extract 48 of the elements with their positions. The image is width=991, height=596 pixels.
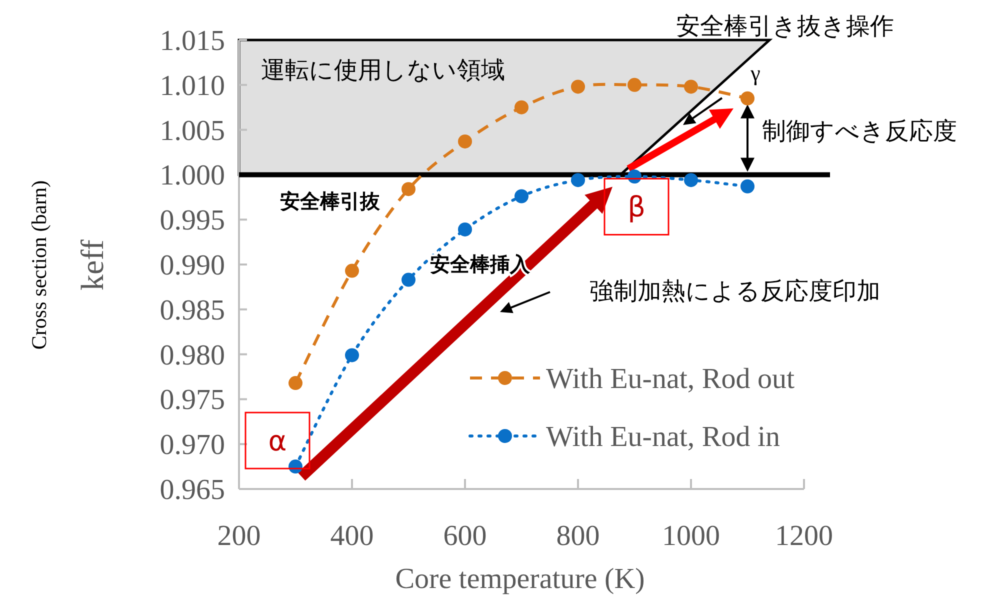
point (684, 80, 698, 94)
x-tick-label: 600 (443, 520, 487, 552)
annotation: 安全棒引抜 (280, 189, 381, 213)
label-beta: β (604, 178, 670, 236)
y-tick-label: 0.975 (160, 384, 225, 416)
x-tick-label: 200 (217, 520, 261, 552)
y-tick-label: 0.985 (160, 294, 225, 326)
band-label: 運転に使用しない領域 (261, 56, 505, 84)
y-axis-title: keff (74, 239, 110, 290)
point (288, 376, 302, 390)
point (345, 264, 359, 278)
point (514, 100, 528, 114)
annotation: γ (750, 60, 761, 86)
x-tick-label: 1000 (662, 520, 720, 552)
y-tick-label: 1.005 (160, 114, 225, 147)
point (571, 173, 585, 188)
label-alpha: α (244, 412, 310, 470)
annotation: α (268, 424, 287, 458)
legend-label: With Eu-nat, Rod out (546, 363, 795, 395)
x-tick-label: 1200 (775, 520, 833, 552)
y-tick-label: 1.000 (160, 160, 225, 192)
legend-label: With Eu-nat, Rod in (546, 421, 781, 453)
y-tick-label: 1.015 (160, 25, 225, 57)
y-tick-label: 1.010 (160, 70, 225, 102)
x-tick-label: 800 (556, 520, 600, 552)
annotation: 強制加熱による反応度印加 (590, 277, 880, 305)
point (458, 222, 472, 236)
point (684, 173, 698, 188)
y-tick-label: 0.990 (160, 250, 225, 282)
point (402, 272, 416, 287)
point (514, 189, 528, 204)
point (402, 182, 416, 196)
y-tick-label: 0.995 (160, 204, 225, 237)
point (458, 134, 472, 148)
text: 安全棒引き抜き操作 (676, 12, 894, 40)
point (628, 78, 642, 92)
y-tick-label: 0.965 (160, 474, 225, 506)
point (571, 80, 585, 94)
x-tick-label: 400 (330, 520, 374, 552)
point (740, 179, 754, 194)
text: Cross section (barn) (27, 180, 51, 350)
annotation: 制御すべき反応度 (762, 117, 957, 145)
point (345, 348, 359, 362)
x-axis-title: Core temperature (K) (395, 563, 645, 595)
point (740, 91, 754, 106)
y-tick-label: 0.980 (160, 339, 225, 372)
annotation: β (628, 190, 646, 224)
y-tick-label: 0.970 (160, 429, 225, 462)
